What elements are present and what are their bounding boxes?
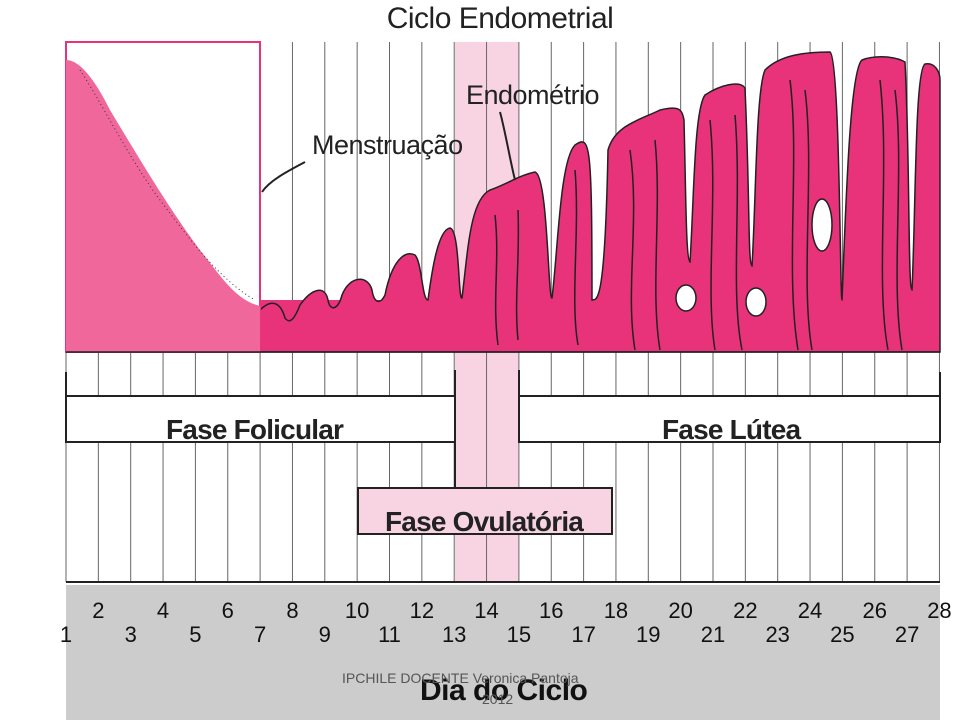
day-label: 14 (474, 598, 499, 623)
day-label: 8 (286, 598, 299, 623)
day-label: 13 (441, 622, 467, 647)
day-label: 4 (156, 598, 170, 623)
menstruacao-label: Menstruação (312, 130, 463, 160)
diagram-title: Ciclo Endometrial (386, 2, 614, 35)
endometrium-tissue (259, 51, 941, 353)
fase-lutea-label: Fase Lútea (662, 414, 801, 445)
day-label: 6 (221, 598, 234, 623)
menstruation-tissue (66, 60, 260, 352)
watermark-line-2: 2012 (482, 691, 514, 707)
day-label: 23 (765, 622, 790, 647)
day-label: 7 (253, 622, 267, 647)
day-label: 19 (636, 622, 661, 647)
menstruation-debris (79, 69, 256, 301)
day-label: 11 (378, 622, 401, 647)
day-label: 17 (571, 622, 596, 647)
day-label: 20 (668, 598, 693, 623)
day-label: 18 (603, 598, 629, 623)
axis-band (66, 585, 940, 720)
endometrio-label: Endométrio (466, 80, 600, 110)
day-label: 15 (506, 622, 532, 647)
day-label: 25 (830, 622, 855, 647)
menstruacao-pointer (261, 161, 306, 193)
day-label: 21 (700, 622, 726, 647)
endometrio-pointer (499, 111, 516, 181)
day-label: 24 (797, 598, 823, 623)
watermark: IPCHILE DOCENTE Veronica Pantoja 2012 (342, 668, 642, 710)
axis-title: Dia do Ciclo (420, 674, 588, 707)
watermark-line-1: IPCHILE DOCENTE Veronica Pantoja (342, 670, 579, 686)
day-label: 22 (733, 598, 758, 623)
day-label: 28 (927, 598, 952, 623)
fase-folicular-label: Fase Folicular (166, 414, 344, 445)
day-label: 27 (894, 622, 920, 647)
day-label: 16 (539, 598, 564, 623)
day-label: 10 (344, 598, 370, 623)
day-label: 2 (92, 598, 105, 623)
day-label: 5 (189, 622, 202, 647)
day-label: 12 (409, 598, 435, 623)
fase-ovulatoria-label: Fase Ovulatória (385, 506, 584, 537)
day-label: 1 (59, 622, 73, 647)
day-label: 26 (862, 598, 887, 623)
fase-ovulatoria-bar (357, 487, 613, 535)
day-label: 9 (318, 622, 331, 647)
day-label: 3 (124, 622, 137, 647)
